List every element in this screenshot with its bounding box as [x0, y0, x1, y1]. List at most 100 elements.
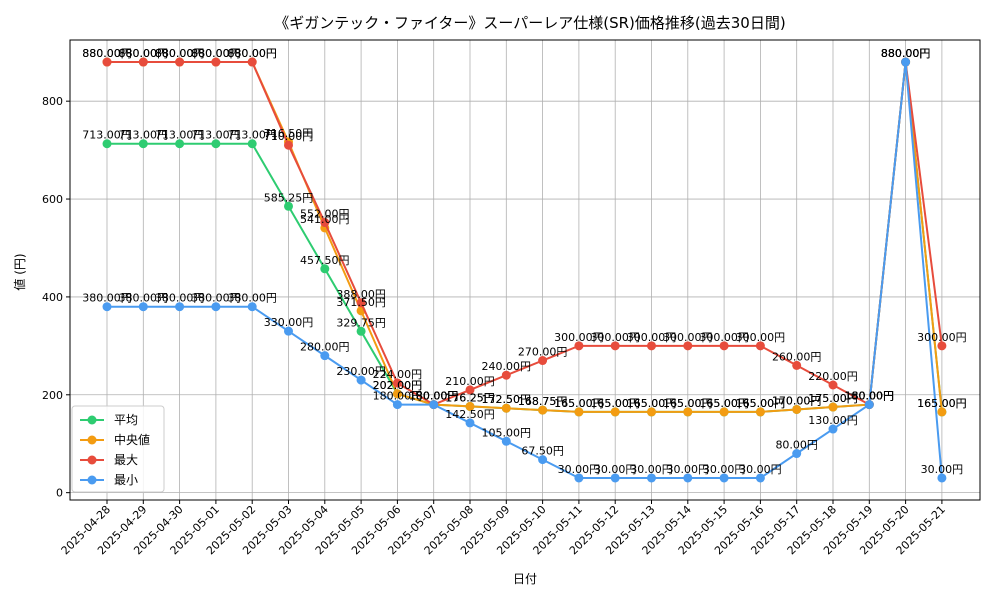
- data-label: 880.00円: [82, 47, 132, 60]
- series-point-3: [937, 473, 947, 483]
- series-point-1: [465, 401, 475, 411]
- data-labels-layer: 713.00円713.00円713.00円713.00円713.00円585.2…: [82, 47, 966, 476]
- series-layer: [102, 57, 947, 483]
- legend-swatch-marker: [87, 455, 97, 465]
- legend-swatch-marker: [87, 475, 97, 485]
- series-point-0: [138, 139, 148, 149]
- data-label: 142.50円: [445, 408, 495, 421]
- data-label: 165.00円: [663, 397, 713, 410]
- series-point-3: [901, 57, 911, 67]
- data-label: 202.00円: [373, 379, 423, 392]
- data-label: 165.00円: [699, 397, 749, 410]
- series-point-2: [501, 370, 511, 380]
- y-tick-label: 200: [42, 389, 63, 402]
- data-label: 541.00円: [300, 213, 350, 226]
- series-point-1: [647, 407, 656, 417]
- data-label: 380.00円: [119, 292, 169, 305]
- data-label: 713.00円: [82, 129, 132, 142]
- series-point-1: [828, 402, 838, 412]
- series-point-2: [683, 341, 693, 351]
- data-label: 30.00円: [558, 463, 601, 476]
- data-label: 713.00円: [119, 129, 169, 142]
- series-point-2: [828, 380, 838, 390]
- data-label: 300.00円: [917, 331, 967, 344]
- series-point-3: [719, 473, 729, 483]
- series-point-3: [538, 455, 548, 465]
- data-label: 329.75円: [336, 316, 386, 329]
- data-label: 710.00円: [264, 130, 314, 143]
- chart-title: 《ギガンテック・ファイター》スーパーレア仕様(SR)価格推移(過去30日間): [274, 14, 785, 32]
- data-label: 880.00円: [227, 47, 277, 60]
- series-point-3: [610, 473, 620, 483]
- series-point-1: [755, 407, 765, 417]
- data-label: 175.00円: [808, 392, 858, 405]
- series-point-1: [610, 407, 620, 417]
- series-point-2: [647, 341, 656, 351]
- series-point-1: [792, 404, 802, 414]
- data-label: 713.00円: [227, 129, 277, 142]
- data-label: 585.25円: [264, 191, 314, 204]
- data-label: 224.00円: [373, 368, 423, 381]
- data-label: 165.00円: [590, 397, 640, 410]
- legend-entry-label: 最大: [114, 453, 138, 467]
- data-label: 713.00円: [191, 129, 241, 142]
- data-label: 880.00円: [881, 47, 931, 60]
- data-label: 180.00円: [409, 390, 459, 403]
- data-label: 260.00円: [772, 350, 822, 363]
- data-label: 713.00円: [155, 129, 205, 142]
- series-point-1: [538, 405, 548, 415]
- series-point-3: [247, 302, 257, 312]
- data-label: 165.00円: [554, 397, 604, 410]
- series-line-3: [107, 61, 943, 479]
- series-point-2: [792, 360, 802, 370]
- data-label: 168.75円: [518, 395, 568, 408]
- series-point-2: [755, 341, 765, 351]
- series-point-3: [102, 302, 112, 312]
- legend-entry-label: 中央値: [114, 432, 150, 447]
- data-label: 165.00円: [917, 397, 967, 410]
- data-label: 165.00円: [554, 397, 604, 410]
- series-point-3: [211, 302, 221, 312]
- data-label: 880.00円: [227, 47, 277, 60]
- data-label: 176.25円: [445, 391, 495, 404]
- data-label: 880.00円: [155, 47, 205, 60]
- data-label: 180.00円: [409, 390, 459, 403]
- data-label: 172.50円: [482, 393, 532, 406]
- data-label: 300.00円: [590, 331, 640, 344]
- data-label: 371.50円: [336, 296, 386, 309]
- series-line-2: [107, 61, 943, 407]
- data-label: 300.00円: [627, 331, 677, 344]
- data-label: 165.00円: [917, 397, 967, 410]
- data-label: 880.00円: [191, 47, 241, 60]
- series-point-0: [175, 139, 185, 149]
- series-point-1: [683, 407, 693, 417]
- data-label: 716.50円: [264, 127, 314, 140]
- legend-entry-label: 最小: [114, 473, 138, 487]
- series-point-2: [538, 356, 548, 366]
- series-point-0: [102, 139, 112, 149]
- data-label: 880.00円: [119, 47, 169, 60]
- data-label: 880.00円: [881, 47, 931, 60]
- y-tick-label: 400: [42, 291, 63, 304]
- data-label: 165.00円: [736, 397, 786, 410]
- series-point-0: [247, 139, 257, 149]
- data-label: 380.00円: [191, 292, 241, 305]
- series-point-3: [429, 400, 439, 410]
- series-point-1: [501, 403, 511, 413]
- data-label: 175.00円: [808, 392, 858, 405]
- series-point-3: [175, 302, 185, 312]
- series-point-0: [320, 264, 330, 274]
- series-point-2: [937, 341, 947, 351]
- data-label: 240.00円: [482, 360, 532, 373]
- series-point-3: [465, 418, 475, 428]
- data-label: 380.00円: [227, 292, 277, 305]
- series-point-2: [574, 341, 584, 351]
- data-label: 165.00円: [627, 397, 677, 410]
- data-label: 30.00円: [739, 463, 782, 476]
- data-label: 180.00円: [845, 390, 895, 403]
- data-label: 165.00円: [736, 397, 786, 410]
- series-point-2: [211, 57, 221, 67]
- data-label: 210.00円: [445, 375, 495, 388]
- data-label: 180.00円: [409, 390, 459, 403]
